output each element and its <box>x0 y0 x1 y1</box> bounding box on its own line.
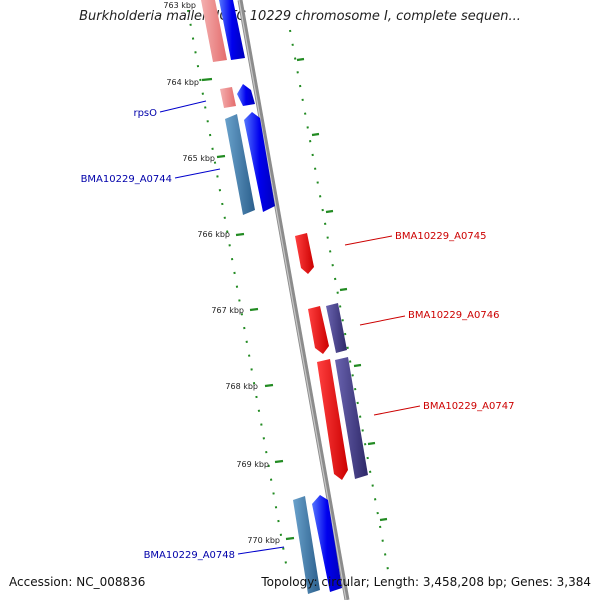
leader-a0745 <box>344 235 393 246</box>
outer-ticks <box>201 77 295 541</box>
chromosome-backbone-highlight <box>238 0 347 600</box>
feature-a0744-gene[interactable] <box>225 114 255 215</box>
inner-ticks <box>296 57 388 522</box>
label-a0746[interactable]: BMA10229_A0746 <box>408 310 499 321</box>
feature-a0747-cds[interactable] <box>317 359 348 480</box>
tick-label-768: 768 kbp <box>225 382 258 391</box>
tick-label-763: 763 kbp <box>163 1 196 10</box>
tick-label-770: 770 kbp <box>247 536 280 545</box>
feature-a0747-gene[interactable] <box>335 357 368 479</box>
feature-a0744-cds[interactable] <box>244 112 275 212</box>
tick-label-769: 769 kbp <box>236 460 269 469</box>
leader-a0748 <box>237 546 285 555</box>
feature-rpso[interactable] <box>237 84 255 106</box>
leader-rpso <box>159 100 207 113</box>
feature-a0748-cds[interactable] <box>312 495 342 592</box>
topology-summary: Topology: circular; Length: 3,458,208 bp… <box>261 575 591 589</box>
tick-label-767: 767 kbp <box>211 306 244 315</box>
chromosome-backbone <box>237 0 350 600</box>
accession-text: Accession: NC_008836 <box>9 575 146 589</box>
tick-label-765: 765 kbp <box>182 154 215 163</box>
tick-label-764: 764 kbp <box>166 78 199 87</box>
label-a0747[interactable]: BMA10229_A0747 <box>423 401 514 412</box>
leader-a0744 <box>174 168 221 179</box>
leader-a0746 <box>359 315 406 326</box>
label-a0748[interactable]: BMA10229_A0748 <box>144 550 235 561</box>
feature-top-blue[interactable] <box>219 0 245 60</box>
label-a0744[interactable]: BMA10229_A0744 <box>81 174 172 185</box>
feature-a0745[interactable] <box>295 233 314 274</box>
leader-a0747 <box>373 405 421 416</box>
feature-a0748-gene[interactable] <box>293 496 320 594</box>
feature-a0746-cds[interactable] <box>308 306 329 354</box>
tick-label-766: 766 kbp <box>197 230 230 239</box>
label-rpso[interactable]: rpsO <box>133 108 157 119</box>
map-title: Burkholderia mallei NCTC 10229 chromosom… <box>79 9 521 24</box>
label-a0745[interactable]: BMA10229_A0745 <box>395 231 486 242</box>
inner-track-guide <box>289 29 389 571</box>
feature-top-pale[interactable] <box>201 0 227 62</box>
feature-a0746-gene[interactable] <box>326 303 347 353</box>
feature-rpso-pale[interactable] <box>220 87 236 108</box>
